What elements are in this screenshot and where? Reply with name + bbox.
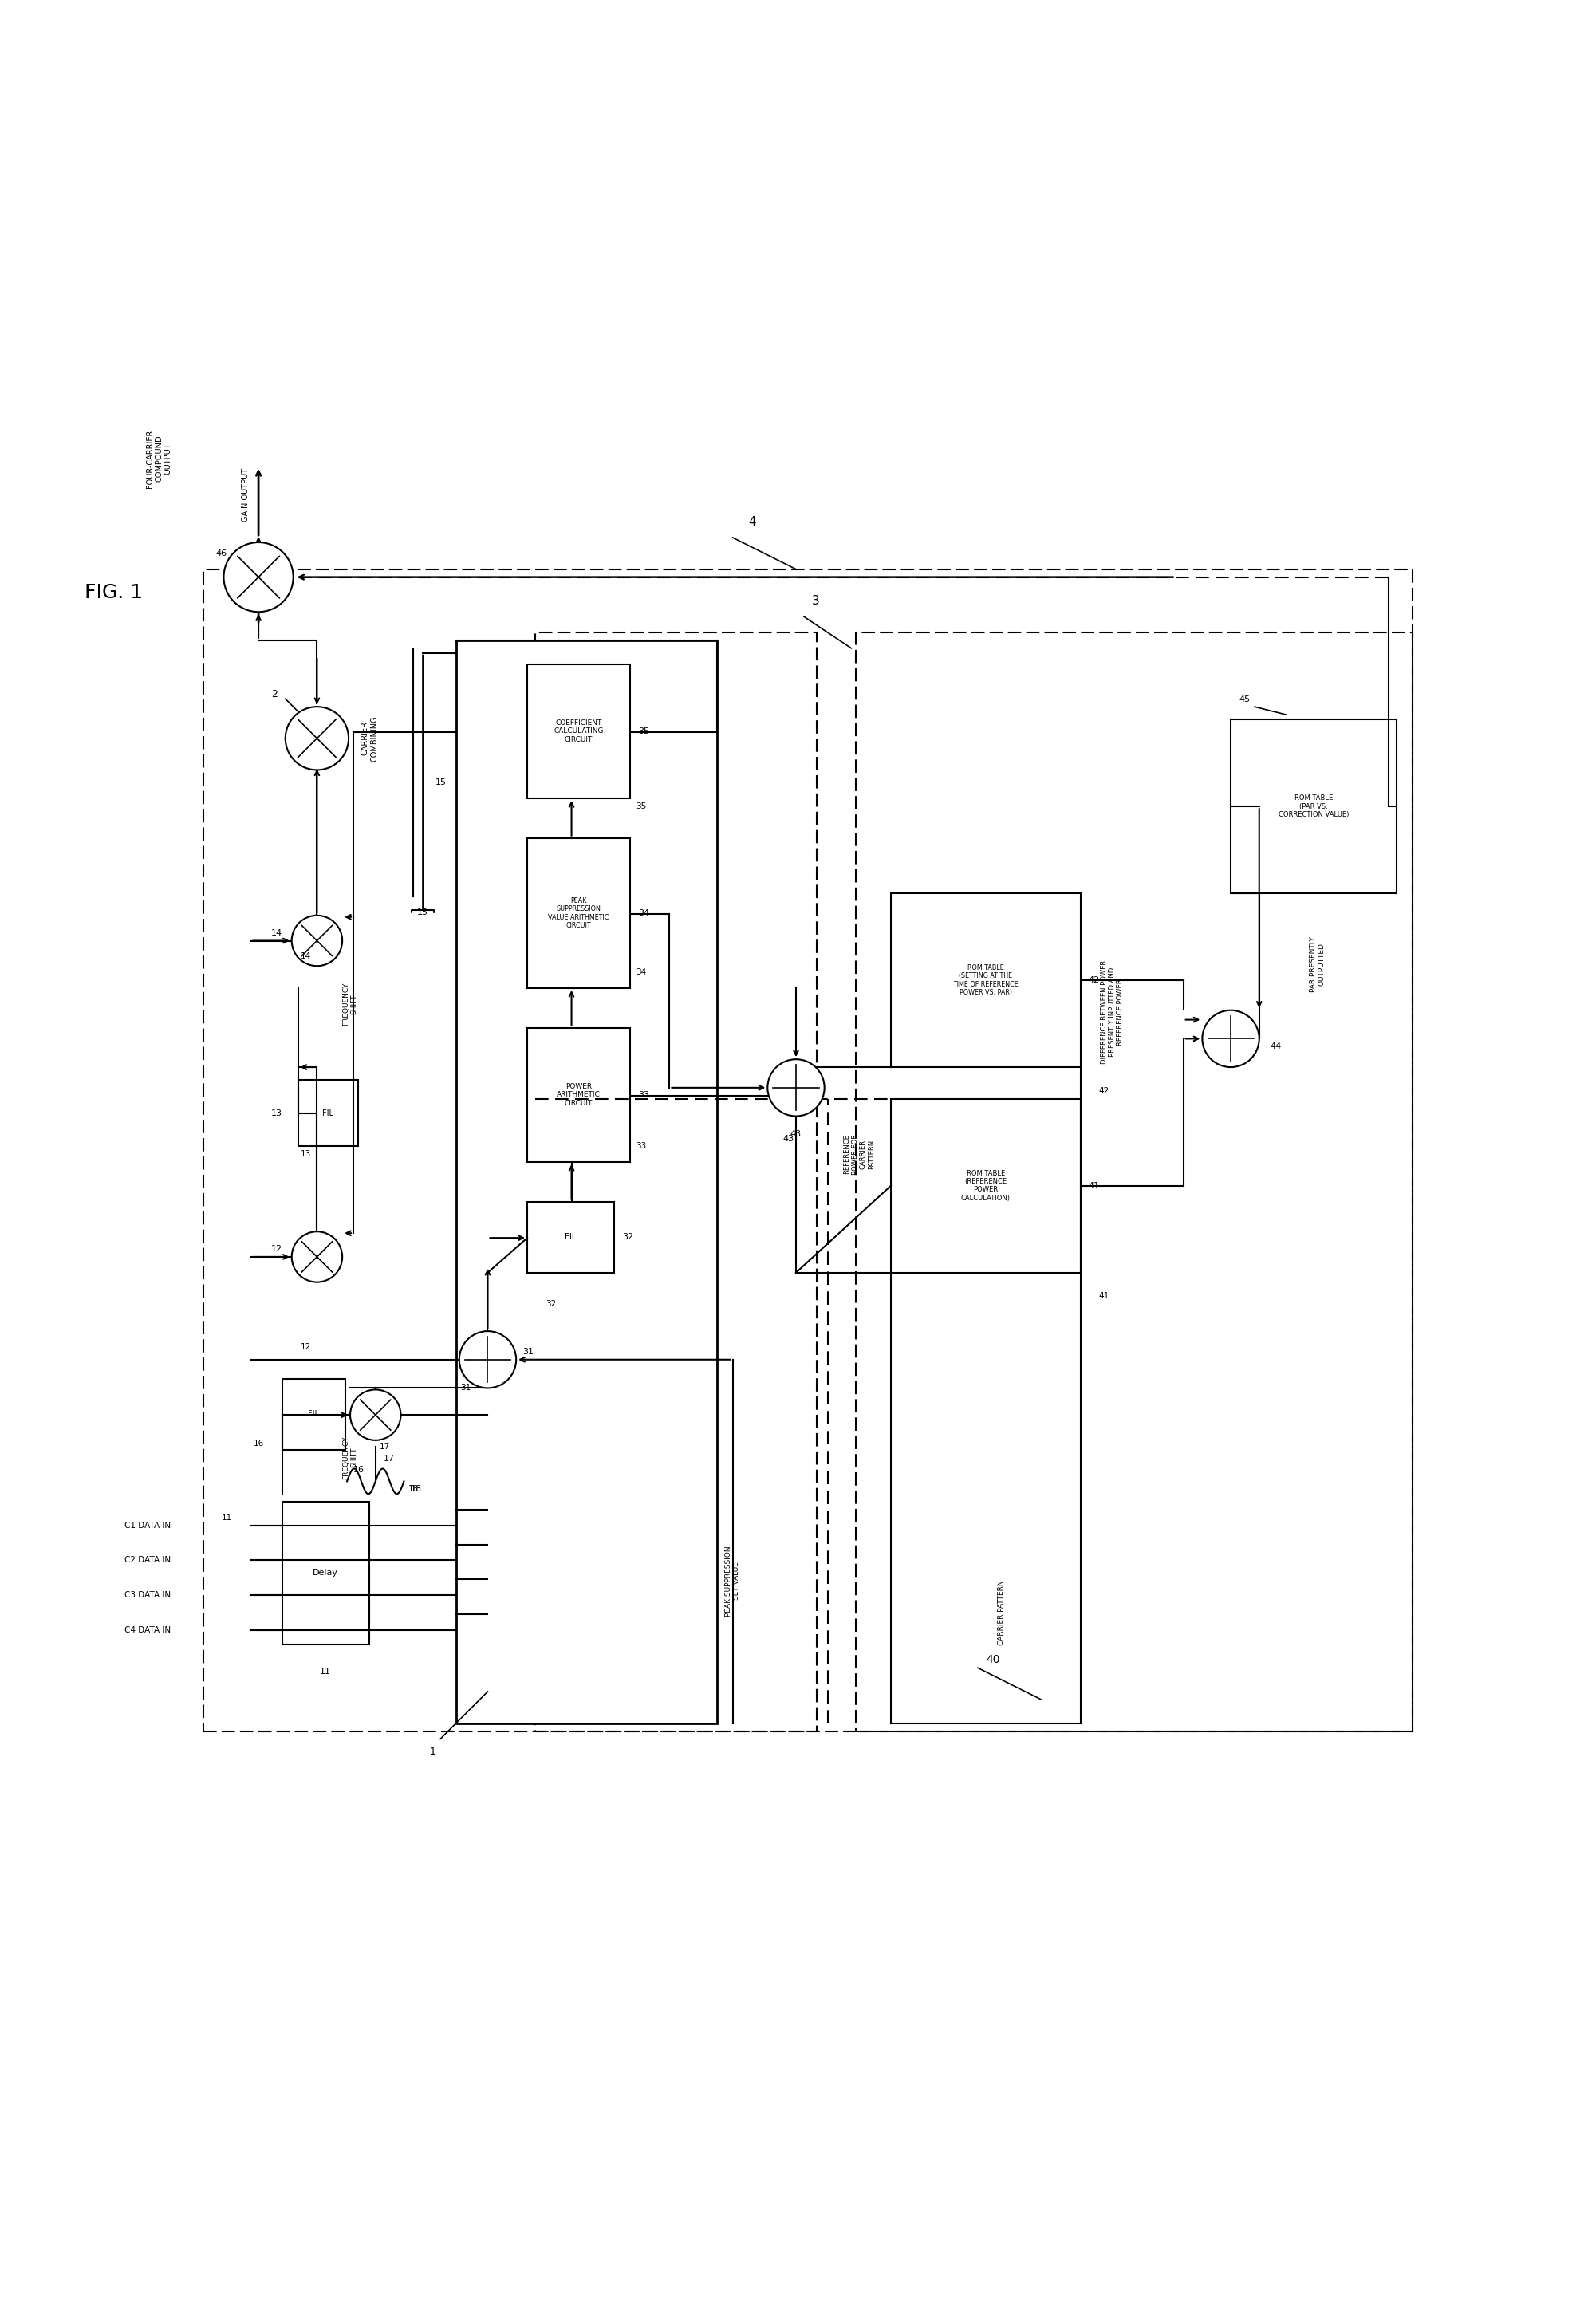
Text: REFERENCE
POWER FOR
CARRIER
PATTERN: REFERENCE POWER FOR CARRIER PATTERN [844,1134,876,1174]
Text: PEAK SUPPRESSION
SET VALUE: PEAK SUPPRESSION SET VALUE [724,1545,740,1615]
Bar [535,632,817,1731]
Text: 40: 40 [985,1655,1000,1666]
Text: 43: 43 [782,1134,794,1143]
Text: FOUR-CARRIER
COMPOUND
OUTPUT: FOUR-CARRIER COMPOUND OUTPUT [145,430,172,488]
Text: 46: 46 [215,548,228,558]
Text: CARRIER PATTERN: CARRIER PATTERN [998,1580,1005,1645]
Text: 16: 16 [253,1439,264,1448]
Text: 1: 1 [430,1748,436,1757]
Text: 41: 41 [1089,1181,1100,1190]
Text: POWER
ARITHMETIC
CIRCUIT: POWER ARITHMETIC CIRCUIT [557,1083,600,1106]
Bar [856,632,1412,1731]
Bar [892,1099,1081,1274]
Text: FIL: FIL [309,1411,320,1418]
Text: 45: 45 [1239,695,1250,704]
Text: 12: 12 [271,1246,282,1253]
Text: 42: 42 [1089,976,1100,983]
Circle shape [458,1332,516,1387]
Text: DIFFERENCE BETWEEN POWER
PRESENTLY INPUTTED AND
REFERENCE POWER: DIFFERENCE BETWEEN POWER PRESENTLY INPUT… [1100,960,1124,1064]
Text: 41: 41 [1098,1292,1110,1301]
Text: 13: 13 [271,1109,282,1118]
Text: PEAK
SUPPRESSION
VALUE ARITHMETIC
CIRCUIT: PEAK SUPPRESSION VALUE ARITHMETIC CIRCUI… [548,897,610,930]
Text: 11: 11 [221,1513,232,1522]
Circle shape [350,1390,401,1441]
Text: FIL: FIL [565,1234,576,1241]
Text: 44: 44 [1270,1043,1282,1050]
Text: 35: 35 [635,802,646,811]
Bar [527,665,630,799]
Text: 33: 33 [635,1141,646,1150]
Bar [282,1501,369,1643]
Text: 18: 18 [411,1485,422,1494]
Text: 15: 15 [417,909,428,916]
Text: 14: 14 [271,930,282,937]
Text: 13: 13 [301,1150,310,1157]
Text: 17: 17 [379,1443,390,1450]
Text: FREQUENCY
SHIFT: FREQUENCY SHIFT [342,983,358,1025]
Text: Delay: Delay [314,1569,339,1578]
Text: 34: 34 [635,969,646,976]
Text: 3: 3 [812,595,820,607]
Text: 33: 33 [638,1090,650,1099]
Text: 16: 16 [353,1466,365,1473]
Text: C3 DATA IN: C3 DATA IN [124,1592,170,1599]
Bar [282,1378,345,1450]
Text: GAIN OUTPUT: GAIN OUTPUT [242,467,250,523]
Circle shape [285,706,349,769]
Text: 43: 43 [790,1129,802,1139]
Bar [892,892,1081,1067]
Bar [527,839,630,988]
Text: C2 DATA IN: C2 DATA IN [124,1557,170,1564]
Text: 2: 2 [271,688,277,700]
Circle shape [291,916,342,967]
Text: ROM TABLE
(REFERENCE
POWER
CALCULATION): ROM TABLE (REFERENCE POWER CALCULATION) [962,1169,1011,1202]
Text: 31: 31 [522,1348,533,1355]
Text: 31: 31 [460,1385,471,1392]
Bar [204,569,1412,1731]
Circle shape [1202,1011,1259,1067]
Text: C4 DATA IN: C4 DATA IN [124,1627,170,1634]
Text: FIG. 1: FIG. 1 [84,583,143,602]
Text: 15: 15 [436,779,447,786]
Text: 42: 42 [1098,1088,1110,1095]
Text: C1 DATA IN: C1 DATA IN [124,1522,170,1529]
Text: 17: 17 [384,1455,395,1462]
Bar [455,641,716,1722]
Text: 14: 14 [301,953,310,960]
Text: 32: 32 [622,1234,634,1241]
Circle shape [224,541,293,611]
Circle shape [767,1060,825,1116]
Text: 11: 11 [320,1669,331,1676]
Text: FIL: FIL [323,1109,334,1118]
Text: 12: 12 [301,1343,310,1350]
Text: 32: 32 [546,1301,556,1308]
Text: FREQUENCY
SHIFT: FREQUENCY SHIFT [342,1436,358,1480]
Text: ROM TABLE
(SETTING AT THE
TIME OF REFERENCE
POWER VS. PAR): ROM TABLE (SETTING AT THE TIME OF REFERE… [954,964,1019,997]
Text: COEFFICIENT
CALCULATING
CIRCUIT: COEFFICIENT CALCULATING CIRCUIT [554,720,603,744]
Bar [298,1081,358,1146]
Text: CARRIER
COMBINING: CARRIER COMBINING [361,716,379,762]
Bar [1231,720,1396,892]
Text: 34: 34 [638,909,650,918]
Text: 35: 35 [638,727,650,734]
Text: PAR PRESENTLY
OUTPUTTED: PAR PRESENTLY OUTPUTTED [1310,937,1326,992]
Text: 18: 18 [408,1485,419,1494]
Text: 4: 4 [748,516,756,528]
Circle shape [291,1232,342,1283]
Bar [527,1027,630,1162]
Bar [527,1202,615,1274]
Text: ROM TABLE
(PAR VS.
CORRECTION VALUE): ROM TABLE (PAR VS. CORRECTION VALUE) [1278,795,1348,818]
